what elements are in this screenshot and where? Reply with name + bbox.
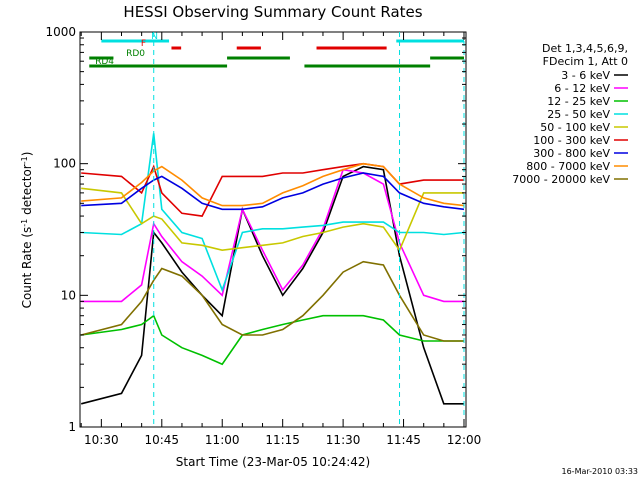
x-axis: 10:30 10:45 11:00 11:15 11:30 11:45 12:00 xyxy=(80,32,482,447)
y-tick-label-2: 100 xyxy=(53,157,76,171)
chart-title: HESSI Observing Summary Count Rates xyxy=(123,3,422,21)
legend-label-1: 6 - 12 keV xyxy=(554,82,610,95)
legend-label-7: 800 - 7000 keV xyxy=(526,160,610,173)
series-line-3 xyxy=(81,133,465,293)
series-line-6 xyxy=(81,172,465,211)
series-line-4 xyxy=(81,187,464,252)
y-tick-label-3: 1000 xyxy=(45,25,76,39)
x-tick-label-2: 11:00 xyxy=(205,433,240,447)
state-bar-label-3: RD4 xyxy=(95,57,114,67)
series-line-0 xyxy=(81,165,464,405)
x-tick-label-3: 11:15 xyxy=(265,433,300,447)
legend-label-4: 50 - 100 keV xyxy=(540,121,610,134)
legend-label-3: 25 - 50 keV xyxy=(547,108,610,121)
legend-label-2: 12 - 25 keV xyxy=(547,95,610,108)
plot-lines xyxy=(80,133,465,405)
series-line-2 xyxy=(81,314,464,366)
y-axis: 1 10 100 1000 xyxy=(45,25,466,434)
state-bar-label-0: N xyxy=(151,32,158,42)
y-axis-label: Count Rate (s-1 detector-1) xyxy=(20,152,35,309)
plot-frame xyxy=(79,31,467,428)
legend-label-0: 3 - 6 keV xyxy=(561,69,610,82)
legend-label-5: 100 - 300 keV xyxy=(533,134,610,147)
x-tick-label-4: 11:30 xyxy=(326,433,361,447)
legend-label-8: 7000 - 20000 keV xyxy=(512,173,610,186)
state-bar-label-2: RD0 xyxy=(126,49,145,59)
x-tick-label-6: 12:00 xyxy=(447,433,482,447)
legend-header-0: Det 1,3,4,5,6,9, xyxy=(542,42,628,55)
legend-label-6: 300 - 800 keV xyxy=(533,147,610,160)
plot-timestamp: 16-Mar-2010 03:33 xyxy=(562,467,639,476)
y-tick-label-0: 1 xyxy=(68,420,76,434)
series-line-7 xyxy=(81,162,465,207)
legend-header-1: FDecim 1, Att 0 xyxy=(543,55,628,68)
x-axis-label: Start Time (23-Mar-05 10:24:42) xyxy=(176,455,370,469)
x-tick-label-5: 11:45 xyxy=(386,433,421,447)
y-tick-label-1: 10 xyxy=(61,288,76,302)
vertical-markers xyxy=(153,32,465,427)
legend: Det 1,3,4,5,6,9,FDecim 1, Att 03 - 6 keV… xyxy=(512,42,628,186)
series-line-1 xyxy=(81,168,464,303)
x-tick-label-0: 10:30 xyxy=(84,433,119,447)
series-line-8 xyxy=(80,260,464,342)
state-bar-label-1: F xyxy=(141,39,146,49)
x-tick-label-1: 10:45 xyxy=(144,433,179,447)
